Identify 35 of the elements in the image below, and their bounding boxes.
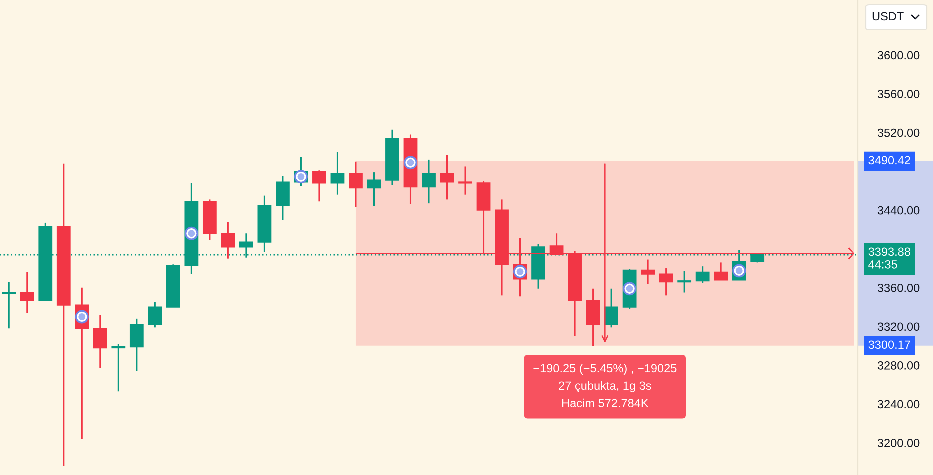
candlestick bbox=[221, 221, 236, 260]
band-label: −190.25 (−5.45%) , −19025 27 çubukta, 1g 3s Hacim 572.784K bbox=[534, 364, 677, 408]
candlestick bbox=[2, 281, 16, 330]
candlestick bbox=[678, 270, 692, 294]
candlestick bbox=[312, 170, 326, 202]
candlestick bbox=[604, 288, 618, 328]
candlestick bbox=[641, 259, 656, 285]
y-tick-label: 3280.00 bbox=[878, 361, 920, 370]
y-tick-label: 3320.00 bbox=[878, 322, 920, 332]
candlestick bbox=[440, 154, 454, 200]
candlestick bbox=[714, 262, 728, 281]
candlestick bbox=[458, 166, 472, 196]
candlestick bbox=[93, 314, 108, 370]
candlestick bbox=[148, 302, 162, 328]
text: 3300.17 bbox=[868, 340, 910, 350]
candlestick bbox=[367, 172, 382, 208]
candlestick bbox=[659, 268, 674, 296]
candlestick bbox=[330, 151, 345, 196]
text: 3490.42 bbox=[868, 156, 910, 165]
candlestick bbox=[20, 272, 34, 314]
y-tick-label: 3360.00 bbox=[878, 284, 920, 292]
y-tick-label: 3600.00 bbox=[878, 51, 920, 60]
ref-line-label: 3393.88 44:35 bbox=[868, 248, 910, 269]
candlestick bbox=[130, 318, 144, 372]
y-tick-label: 3560.00 bbox=[878, 90, 920, 98]
candlestick bbox=[696, 266, 710, 284]
candlestick bbox=[422, 159, 436, 204]
candlestick bbox=[276, 176, 290, 221]
y-tick-label: 3440.00 bbox=[878, 206, 920, 215]
candlestick bbox=[349, 161, 363, 208]
y-tick-label: 3520.00 bbox=[878, 128, 920, 138]
y-tick-label: 3200.00 bbox=[878, 439, 920, 448]
candlestick bbox=[112, 343, 126, 392]
y-tick-label: 3240.00 bbox=[878, 400, 920, 409]
text: USDT bbox=[872, 12, 904, 21]
